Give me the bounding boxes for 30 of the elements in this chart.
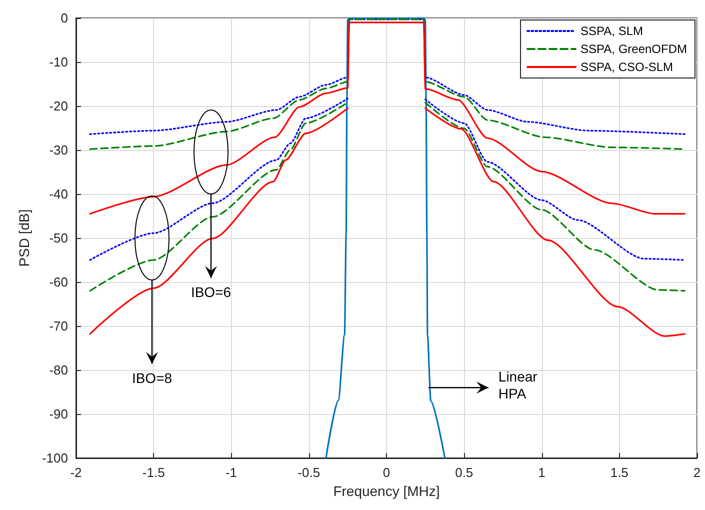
y-tick-label: -50 <box>49 230 68 246</box>
x-tick-label: -1 <box>225 465 238 480</box>
y-tick-label: -90 <box>49 406 68 422</box>
legend-label: SSPA, CSO-SLM <box>580 60 673 74</box>
legend-label: SSPA, SLM <box>580 24 643 38</box>
x-tick-label: -1.5 <box>142 465 165 480</box>
line-series <box>89 22 686 215</box>
y-tick-label: -70 <box>49 318 68 334</box>
y-tick-label: -80 <box>49 362 68 378</box>
annotation: IBO=6 <box>190 284 232 300</box>
y-tick-label: -100 <box>42 450 68 466</box>
x-axis-title: Frequency [MHz] <box>333 483 440 499</box>
x-tick-label: 2 <box>693 465 701 480</box>
x-tick-label: 1 <box>538 465 546 480</box>
y-tick-label: -10 <box>49 54 68 70</box>
annotation: Linear HPA <box>498 368 538 402</box>
x-tick-label: 0.5 <box>455 465 474 480</box>
y-tick-label: -20 <box>49 98 68 114</box>
y-tick-label: -40 <box>49 186 68 202</box>
line-series <box>325 17 446 459</box>
y-tick-label: -60 <box>49 274 68 290</box>
y-axis-title: PSD [dB] <box>16 209 32 267</box>
y-tick-label: -30 <box>49 142 68 158</box>
x-tick-label: 0 <box>382 465 390 480</box>
annotation: IBO=8 <box>132 370 172 386</box>
y-tick-label: 0 <box>60 10 68 26</box>
legend-label: SSPA, GreenOFDM <box>580 42 688 56</box>
x-tick-label: -0.5 <box>298 465 320 480</box>
x-tick-label: 1.5 <box>610 465 628 480</box>
x-tick-label: -2 <box>70 465 82 480</box>
